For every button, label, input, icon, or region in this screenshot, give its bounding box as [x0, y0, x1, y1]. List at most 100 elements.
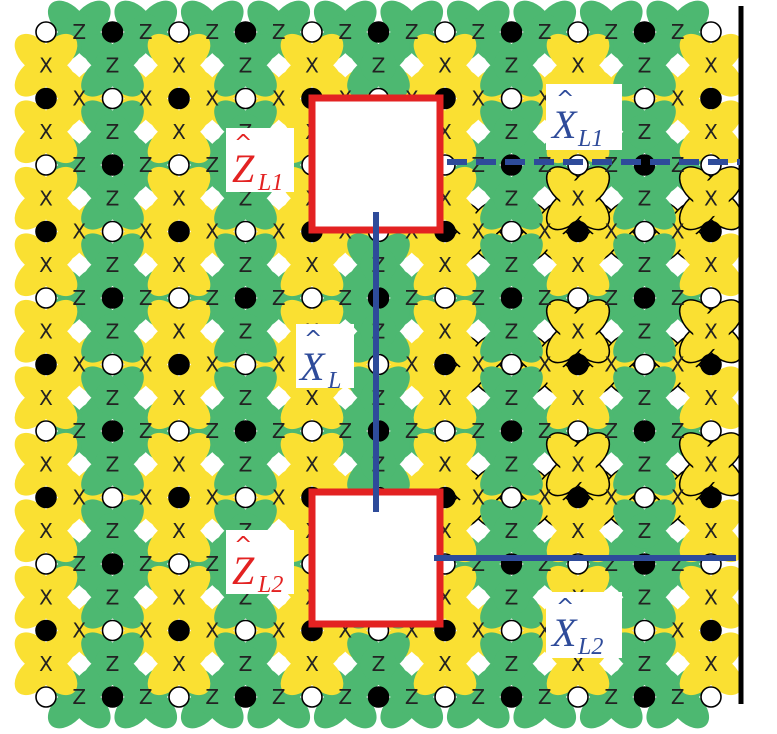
x-label: X	[139, 220, 153, 244]
x-label: X	[139, 353, 153, 377]
z-stabilizer-tile	[480, 233, 543, 297]
x-stabilizer-tile	[147, 299, 211, 363]
z-label: Z	[471, 20, 485, 44]
x-label: X	[172, 186, 186, 210]
x-label: X	[704, 53, 718, 77]
z-stabilizer-tile	[613, 366, 676, 430]
x-stabilizer-tile	[545, 166, 611, 231]
data-qubit	[168, 486, 190, 509]
z-label: Z	[638, 519, 652, 543]
x-label: X	[571, 186, 585, 210]
data-qubit	[168, 87, 190, 110]
x-label: X	[305, 53, 319, 77]
x-label: X	[39, 652, 53, 676]
z-l1-letter: Z	[232, 146, 255, 191]
x-stabilizer-tile	[413, 366, 477, 430]
data-qubit	[234, 287, 257, 309]
x-label: X	[604, 353, 618, 377]
x-label: X	[438, 319, 452, 343]
z-label: Z	[106, 585, 120, 609]
ancilla-qubit	[35, 154, 57, 176]
x-stabilizer-tile	[14, 565, 78, 629]
x-label: X	[39, 386, 53, 410]
z-label: Z	[239, 319, 253, 343]
data-qubit	[35, 87, 57, 110]
x-label: X	[704, 120, 718, 144]
z-label: Z	[538, 20, 552, 44]
z-label: Z	[106, 53, 120, 77]
ancilla-qubit	[101, 619, 124, 642]
x-stabilizer-tile	[679, 233, 743, 297]
z-label: Z	[106, 186, 120, 210]
ancilla-qubit	[168, 21, 190, 43]
x-stabilizer-tile	[147, 366, 211, 430]
z-l1-subscript: L1	[257, 170, 283, 196]
data-qubit	[500, 21, 523, 43]
data-qubit	[700, 353, 722, 376]
x-label: X	[671, 619, 685, 643]
z-label: Z	[272, 20, 286, 44]
x-stabilizer-tile	[679, 499, 743, 563]
z-label: Z	[139, 153, 153, 177]
x-label: X	[704, 652, 718, 676]
z-stabilizer-tile	[214, 432, 277, 496]
x-stabilizer-tile	[14, 432, 78, 496]
x-stabilizer-tile	[14, 166, 78, 230]
ancilla-qubit	[234, 486, 257, 509]
z-label: Z	[72, 685, 86, 709]
z-label: Z	[538, 419, 552, 443]
z-label: Z	[72, 153, 86, 177]
data-qubit	[168, 220, 190, 243]
z-label: Z	[505, 386, 519, 410]
ancilla-qubit	[101, 353, 124, 376]
x-label: X	[405, 353, 419, 377]
z-stabilizer-tile	[81, 33, 144, 97]
x-stabilizer-tile	[14, 33, 78, 97]
z-label: Z	[505, 53, 519, 77]
x-stabilizer-tile	[679, 100, 743, 164]
z-label: Z	[538, 286, 552, 310]
x-stabilizer-tile	[413, 632, 477, 696]
x-label: X	[471, 87, 485, 111]
x-label: X	[272, 619, 286, 643]
z-label: Z	[604, 419, 618, 443]
z-l2-subscript: L2	[257, 572, 283, 598]
x-stabilizer-tile	[14, 233, 78, 297]
data-qubit	[567, 486, 589, 509]
ancilla-qubit	[101, 87, 124, 110]
ancilla-qubit	[301, 21, 323, 43]
x-stabilizer-tile	[147, 233, 211, 297]
x-label: X	[571, 519, 585, 543]
x-label: X	[704, 253, 718, 277]
x-label: X	[671, 220, 685, 244]
z-label: Z	[505, 519, 519, 543]
z-label: Z	[604, 685, 618, 709]
z-stabilizer-tile	[613, 166, 676, 230]
x-stabilizer-tile	[678, 166, 744, 231]
data-qubit	[168, 619, 190, 642]
x-stabilizer-tile	[545, 299, 611, 364]
x-label: X	[205, 87, 219, 111]
z-label: Z	[139, 286, 153, 310]
ancilla-qubit	[500, 486, 523, 509]
z-label: Z	[505, 652, 519, 676]
x-stabilizer-tile	[280, 366, 344, 430]
x-stabilizer-tile	[147, 166, 211, 230]
z-stabilizer-tile	[613, 432, 676, 496]
z-label: Z	[638, 53, 652, 77]
z-label: Z	[338, 419, 352, 443]
ancilla-qubit	[633, 486, 656, 509]
ancilla-qubit	[500, 353, 523, 376]
x-stabilizer-tile	[546, 366, 610, 430]
x-label: X	[272, 220, 286, 244]
x-stabilizer-tile	[147, 33, 211, 97]
ancilla-qubit	[633, 353, 656, 376]
x-label: X	[39, 585, 53, 609]
ancilla-qubit	[301, 686, 323, 708]
x-label: X	[172, 519, 186, 543]
x-stabilizer-tile	[147, 432, 211, 496]
data-qubit	[35, 353, 57, 376]
x-stabilizer-tile	[280, 432, 344, 496]
x-label: X	[72, 220, 86, 244]
ancilla-qubit	[35, 21, 57, 43]
